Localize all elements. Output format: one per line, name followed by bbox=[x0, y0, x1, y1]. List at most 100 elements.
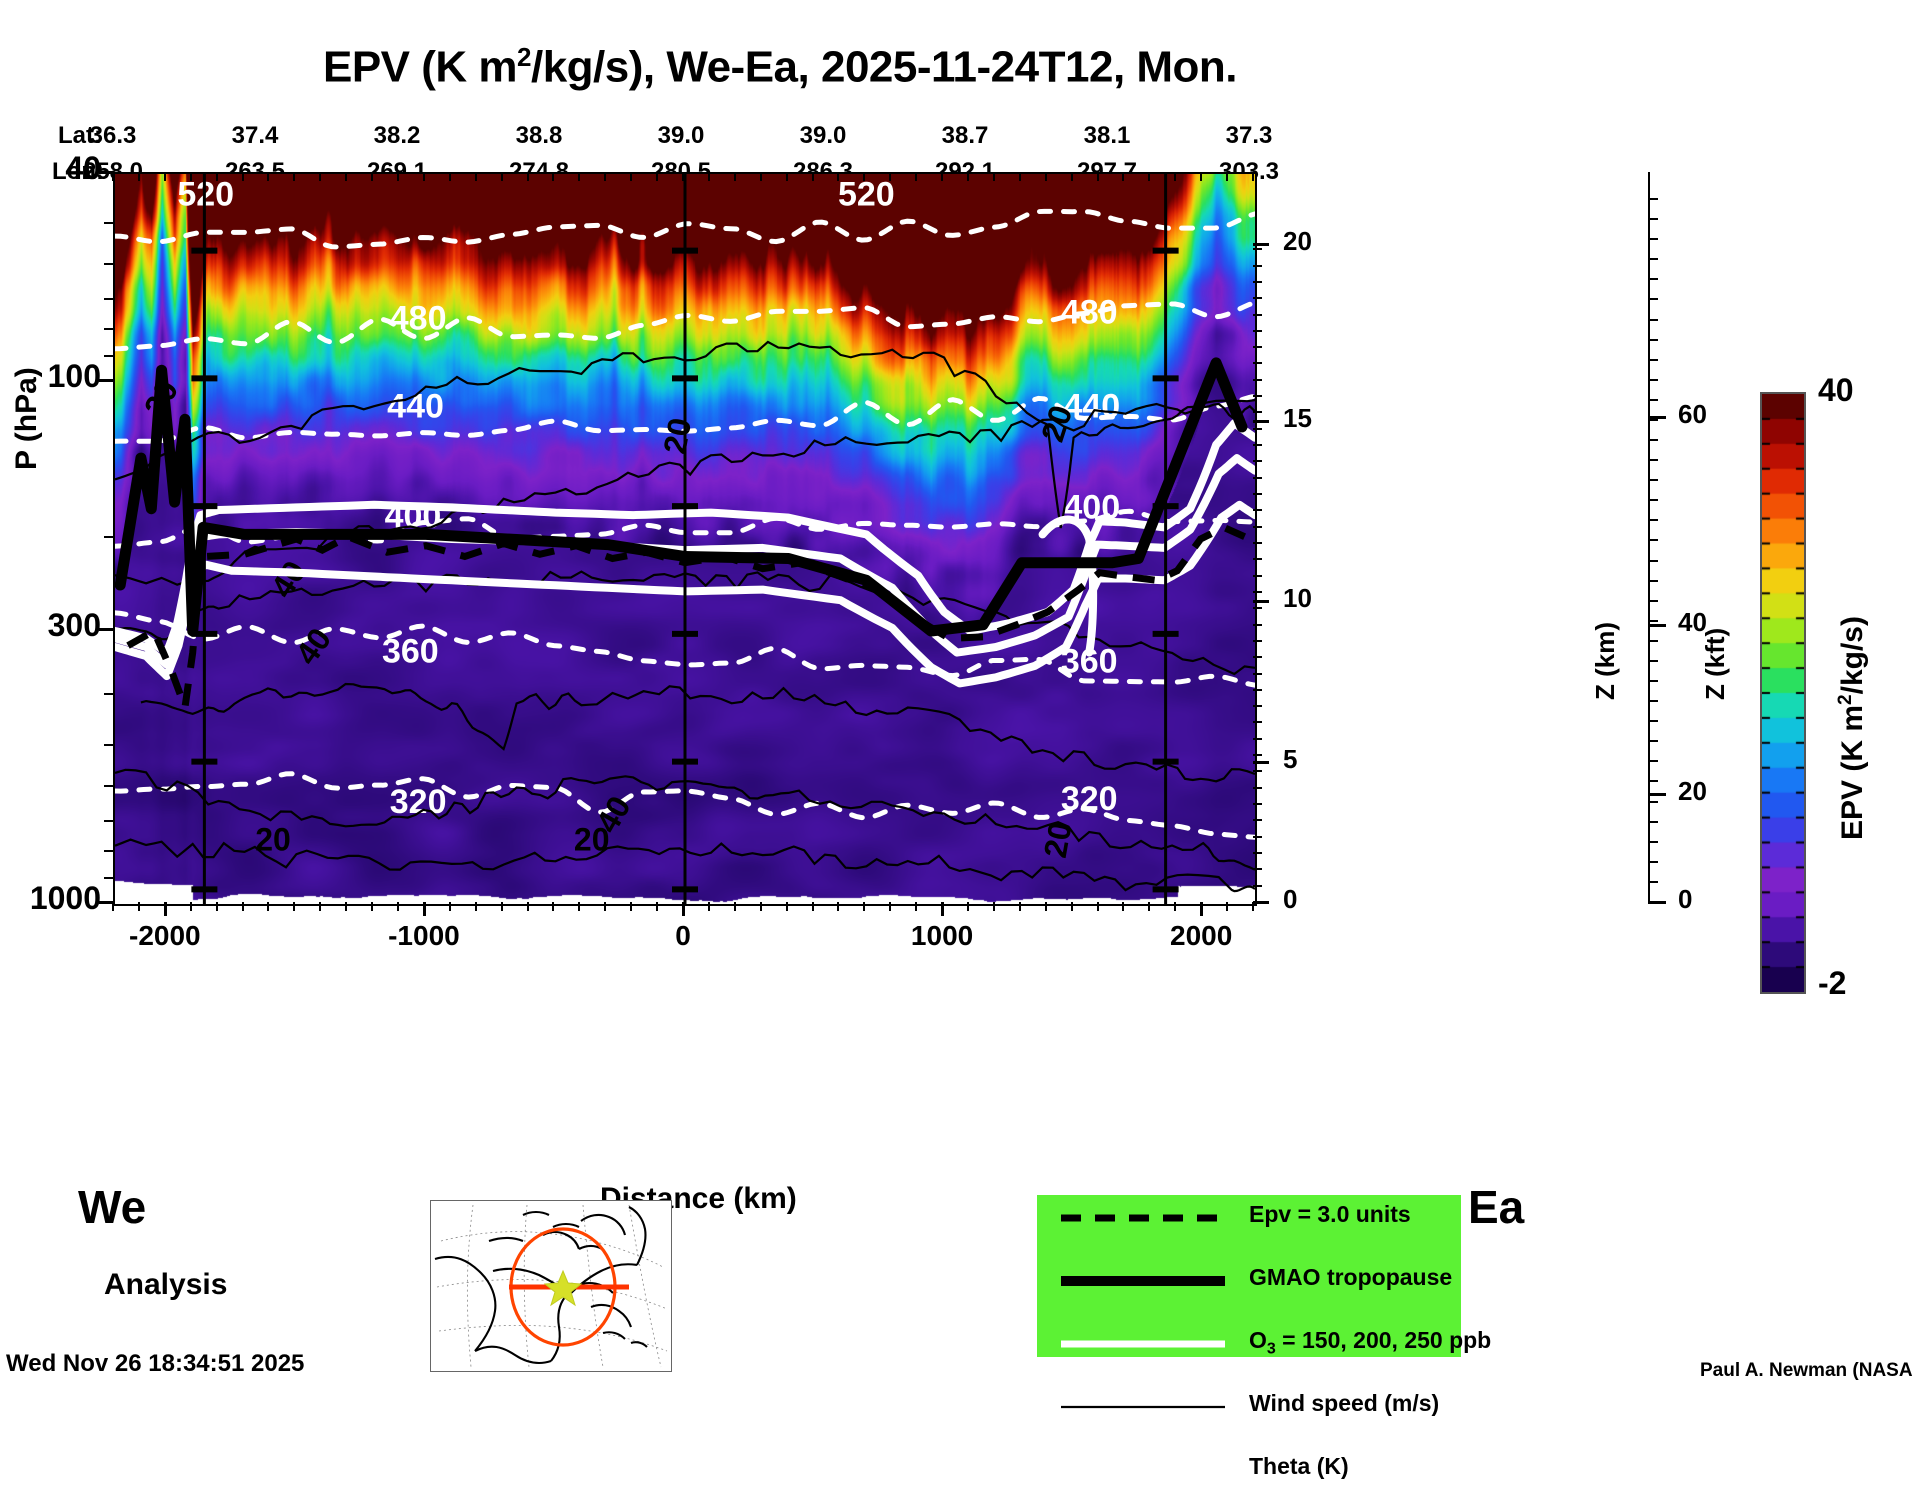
z-km-minor-tick bbox=[1253, 558, 1262, 561]
top-axis-minor-tick bbox=[163, 172, 166, 181]
legend-line-sample-dotted-white bbox=[1061, 1468, 1225, 1472]
z-kft-minor-tick bbox=[1648, 539, 1658, 542]
z-kft-minor-tick bbox=[1648, 820, 1658, 823]
distance-axis-tick-label: 2000 bbox=[1170, 920, 1233, 951]
p-axis-minor-tick bbox=[104, 536, 113, 538]
lat-value: 38.8 bbox=[515, 122, 563, 149]
p-axis-tick-label: 1000 bbox=[29, 880, 101, 916]
lat-value: 38.2 bbox=[373, 122, 421, 149]
z-km-minor-tick bbox=[1253, 754, 1262, 757]
z-km-minor-tick bbox=[1253, 884, 1262, 887]
title-superscript: 2 bbox=[517, 42, 531, 72]
z-km-minor-tick bbox=[1253, 607, 1262, 610]
p-axis-tick-mark bbox=[99, 378, 113, 382]
colorbar-label: EPV (K m2/kg/s) bbox=[1835, 616, 1870, 840]
distance-axis-minor-tick bbox=[319, 902, 322, 911]
distance-axis-minor-tick bbox=[1200, 902, 1203, 911]
top-axis-minor-tick bbox=[682, 172, 684, 181]
top-axis-minor-tick bbox=[707, 172, 710, 181]
distance-axis-minor-tick bbox=[1096, 902, 1099, 911]
z-km-tick-label: 20 bbox=[1283, 226, 1312, 257]
top-axis-minor-tick bbox=[785, 172, 788, 181]
distance-axis-minor-tick bbox=[189, 902, 192, 911]
theta-contour-320 bbox=[115, 771, 1255, 840]
distance-axis-minor-tick bbox=[941, 902, 944, 911]
legend-label: Epv = 3.0 units bbox=[1249, 1201, 1411, 1227]
z-kft-minor-tick bbox=[1648, 358, 1658, 361]
z-km-minor-tick bbox=[1253, 672, 1262, 675]
colorbar-label-superscript: 2 bbox=[1835, 694, 1856, 705]
distance-axis-minor-tick bbox=[785, 902, 788, 911]
lat-value: 37.3 bbox=[1225, 122, 1273, 149]
title-suffix: /kg/s), We-Ea, 2025-11-24T12, Mon. bbox=[530, 42, 1238, 92]
z-kft-minor-tick bbox=[1648, 720, 1658, 723]
top-axis-minor-tick bbox=[992, 172, 995, 181]
z-km-minor-tick bbox=[1253, 541, 1262, 544]
z-km-minor-tick bbox=[1253, 656, 1262, 659]
top-axis-minor-tick bbox=[241, 172, 244, 181]
contour-overlay: 5205204804804404404004003603603203202020… bbox=[115, 174, 1255, 904]
p-axis-tick-label: 100 bbox=[47, 357, 101, 394]
top-axis-minor-tick bbox=[552, 172, 555, 181]
top-axis-minor-tick bbox=[1018, 172, 1021, 181]
distance-axis-minor-tick bbox=[1070, 902, 1073, 911]
z-km-tick-label: 10 bbox=[1283, 582, 1312, 613]
p-axis-minor-tick bbox=[104, 693, 113, 696]
distance-axis-minor-tick bbox=[112, 902, 114, 911]
p-axis-minor-tick bbox=[104, 743, 113, 746]
east-endpoint-label: Ea bbox=[1468, 1181, 1525, 1233]
z-kft-minor-tick bbox=[1648, 519, 1658, 522]
top-axis-minor-tick bbox=[1174, 172, 1177, 181]
distance-axis-minor-tick bbox=[811, 902, 814, 911]
top-axis-minor-tick bbox=[1044, 172, 1047, 181]
theta-contour-360 bbox=[115, 610, 1255, 688]
distance-axis-tick-label: -2000 bbox=[129, 920, 201, 951]
top-axis-minor-tick bbox=[1226, 172, 1229, 181]
z-km-minor-tick bbox=[1253, 427, 1262, 430]
distance-axis-minor-tick bbox=[656, 902, 659, 911]
z-kft-minor-tick bbox=[1648, 499, 1658, 502]
z-kft-minor-tick bbox=[1648, 559, 1658, 562]
distance-axis-minor-tick bbox=[552, 902, 555, 911]
z-km-minor-tick bbox=[1253, 493, 1262, 496]
legend-label: GMAO tropopause bbox=[1249, 1264, 1453, 1290]
legend-label: Wind speed (m/s) bbox=[1249, 1390, 1440, 1416]
theta-contour-label: 320 bbox=[1061, 780, 1118, 818]
top-axis-minor-tick bbox=[371, 172, 374, 181]
z-kft-minor-tick bbox=[1648, 238, 1658, 241]
distance-axis-minor-tick bbox=[1174, 902, 1177, 911]
top-axis-minor-tick bbox=[137, 172, 140, 181]
distance-axis-minor-tick bbox=[733, 902, 736, 911]
z-kft-minor-tick bbox=[1648, 680, 1658, 683]
distance-axis-minor-tick bbox=[863, 902, 866, 911]
p-axis-tick-label: 40 bbox=[65, 150, 101, 186]
y-axis-label: P (hPa) bbox=[10, 367, 43, 470]
lat-value: 39.0 bbox=[799, 122, 847, 149]
z-km-minor-tick bbox=[1253, 852, 1262, 855]
z-km-minor-tick bbox=[1253, 803, 1262, 806]
top-axis-minor-tick bbox=[293, 172, 296, 181]
ozone-contour-bubble bbox=[1038, 515, 1098, 657]
z-kft-minor-tick bbox=[1648, 338, 1658, 341]
z-kft-minor-tick bbox=[1648, 479, 1658, 482]
p-axis-minor-tick bbox=[104, 328, 113, 331]
distance-axis-minor-tick bbox=[1226, 902, 1229, 911]
epv-3-dashed-contour bbox=[126, 523, 1247, 709]
z-kft-minor-tick bbox=[1648, 398, 1658, 401]
colorbar-label-suffix: /kg/s) bbox=[1836, 616, 1869, 695]
top-axis-minor-tick bbox=[1148, 172, 1151, 181]
theta-contour-label: 480 bbox=[1061, 294, 1118, 332]
wind-speed-contour-label: 20 bbox=[255, 822, 291, 858]
legend-line-sample-thick-white bbox=[1061, 1340, 1225, 1348]
p-axis-minor-tick bbox=[104, 850, 113, 853]
distance-axis-minor-tick bbox=[837, 902, 840, 911]
colorbar-min-label: -2 bbox=[1818, 965, 1847, 1001]
p-axis-minor-tick bbox=[104, 221, 113, 224]
lat-value: 38.7 bbox=[941, 122, 989, 149]
distance-axis-minor-tick bbox=[345, 902, 348, 911]
wind-speed-contour-label: 20 bbox=[656, 415, 698, 456]
theta-contour-label: 320 bbox=[390, 783, 447, 821]
top-axis-minor-tick bbox=[345, 172, 348, 181]
distance-axis-minor-tick bbox=[707, 902, 710, 911]
author-credit: Paul A. Newman (NASA bbox=[1700, 1360, 1913, 1381]
